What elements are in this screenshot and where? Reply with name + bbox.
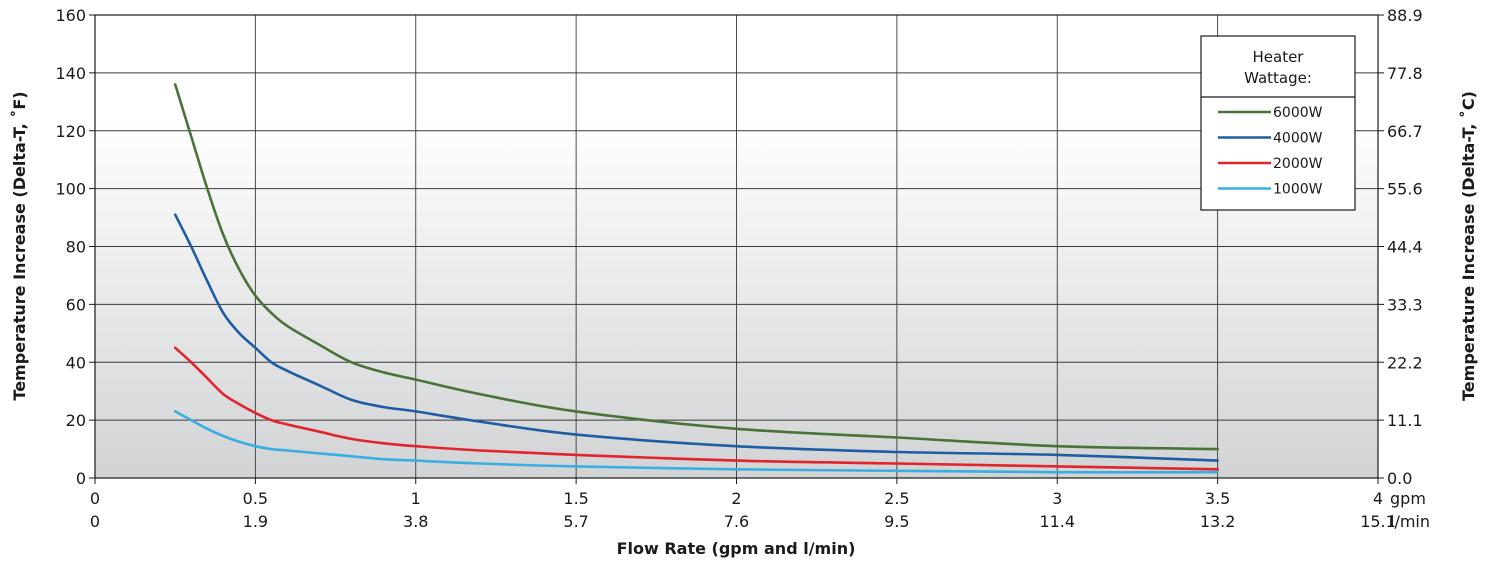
x-tick-label-gpm: 2.5 bbox=[884, 489, 909, 508]
x-unit-gpm: gpm bbox=[1390, 489, 1426, 508]
x-axis-ticks: 0 0 0.5 1.9 1 3.8 1.5 5.7 2 7.6 2.5 9.5 3 11.4 3.5 13.2… bbox=[90, 478, 1396, 531]
y-tick-label-left: 160 bbox=[55, 6, 86, 25]
legend-label-2000w: 2000W bbox=[1273, 156, 1323, 172]
y-tick-label-left: 20 bbox=[66, 411, 86, 430]
y-tick-label-right: 55.6 bbox=[1387, 180, 1423, 199]
x-tick-label-gpm: 3.5 bbox=[1205, 489, 1230, 508]
y-tick-label-left: 120 bbox=[55, 122, 86, 141]
y-tick-label-right: 88.9 bbox=[1387, 6, 1423, 25]
x-tick-label-lmin: 13.2 bbox=[1200, 512, 1236, 531]
x-tick-label-gpm: 1.5 bbox=[563, 489, 588, 508]
x-unit-lmin: l/min bbox=[1390, 512, 1430, 531]
y-tick-label-right: 0.0 bbox=[1387, 469, 1412, 488]
x-tick-label-gpm: 2 bbox=[731, 489, 741, 508]
legend-box bbox=[1200, 35, 1356, 211]
x-tick-label-gpm: 3 bbox=[1052, 489, 1062, 508]
y-tick-label-right: 11.1 bbox=[1387, 411, 1423, 430]
legend-items: 6000W 4000W 2000W 1000W bbox=[1218, 105, 1323, 198]
series-line-4000w bbox=[173, 213, 1219, 462]
legend-label-1000w: 1000W bbox=[1273, 182, 1323, 198]
x-tick-label-lmin: 1.9 bbox=[243, 512, 268, 531]
legend: Heater Wattage: 6000W 4000W 2000W 1000W bbox=[1200, 35, 1356, 211]
x-tick-label-lmin: 0 bbox=[90, 512, 100, 531]
y-tick-label-left: 140 bbox=[55, 64, 86, 83]
x-axis-title: Flow Rate (gpm and l/min) bbox=[617, 539, 856, 558]
x-tick-label-gpm: 0 bbox=[90, 489, 100, 508]
x-tick-label-lmin: 7.6 bbox=[724, 512, 749, 531]
x-tick-label-lmin: 15.1 bbox=[1360, 512, 1396, 531]
y-tick-label-right: 44.4 bbox=[1387, 238, 1423, 257]
y-tick-label-right: 22.2 bbox=[1387, 353, 1423, 372]
x-tick-label-gpm: 4 bbox=[1373, 489, 1383, 508]
legend-label-4000w: 4000W bbox=[1273, 131, 1323, 147]
x-tick-label-gpm: 1 bbox=[411, 489, 421, 508]
y-tick-label-left: 0 bbox=[76, 469, 86, 488]
series-lines bbox=[173, 83, 1219, 474]
series-line-6000w bbox=[173, 83, 1219, 451]
x-tick-label-lmin: 5.7 bbox=[563, 512, 588, 531]
y-tick-label-left: 40 bbox=[66, 353, 86, 372]
y-tick-label-left: 100 bbox=[55, 180, 86, 199]
legend-title-line-2: Wattage: bbox=[1244, 69, 1312, 87]
x-tick-label-lmin: 11.4 bbox=[1039, 512, 1075, 531]
x-tick-label-lmin: 9.5 bbox=[884, 512, 909, 531]
x-tick-label-gpm: 0.5 bbox=[243, 489, 268, 508]
y-tick-label-left: 80 bbox=[66, 238, 86, 257]
y-axis-right-ticks: 0.0 11.1 22.2 33.3 44.4 55.6 66.7 77.8 88.9 bbox=[1378, 6, 1423, 488]
y-tick-label-right: 33.3 bbox=[1387, 295, 1423, 314]
y-tick-label-left: 60 bbox=[66, 295, 86, 314]
y-tick-label-right: 66.7 bbox=[1387, 122, 1423, 141]
y-axis-left-title: Temperature Increase (Delta-T, ˚F) bbox=[10, 91, 29, 400]
y-axis-right-title: Temperature Increase (Delta-T, ˚C) bbox=[1459, 91, 1478, 401]
series-line-2000w bbox=[173, 346, 1219, 471]
legend-title-line-1: Heater bbox=[1253, 48, 1305, 66]
grid bbox=[95, 15, 1378, 478]
y-axis-left-ticks: 0 20 40 60 80 100 120 140 160 bbox=[55, 6, 95, 488]
legend-label-6000w: 6000W bbox=[1273, 105, 1323, 121]
x-tick-label-lmin: 3.8 bbox=[403, 512, 428, 531]
series-line-1000w bbox=[173, 410, 1219, 474]
y-tick-label-right: 77.8 bbox=[1387, 64, 1423, 83]
